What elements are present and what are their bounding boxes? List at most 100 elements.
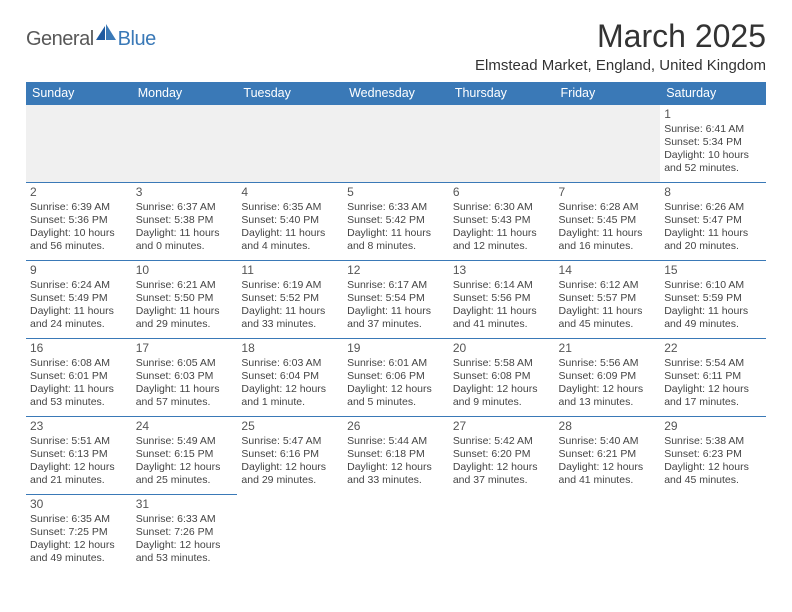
logo-sail-icon xyxy=(96,24,118,47)
sunset-text: Sunset: 5:50 PM xyxy=(136,292,234,305)
day-number: 7 xyxy=(559,185,657,200)
day-cell: 24Sunrise: 5:49 AMSunset: 6:15 PMDayligh… xyxy=(132,417,238,495)
sunset-text: Sunset: 5:36 PM xyxy=(30,214,128,227)
day-number: 24 xyxy=(136,419,234,434)
dayheader-friday: Friday xyxy=(555,82,661,105)
week-row: 2Sunrise: 6:39 AMSunset: 5:36 PMDaylight… xyxy=(26,183,766,261)
daylight-text: Daylight: 10 hours and 52 minutes. xyxy=(664,149,762,175)
daylight-text: Daylight: 11 hours and 24 minutes. xyxy=(30,305,128,331)
day-number: 21 xyxy=(559,341,657,356)
sunset-text: Sunset: 6:18 PM xyxy=(347,448,445,461)
sunrise-text: Sunrise: 5:58 AM xyxy=(453,357,551,370)
title-block: March 2025 Elmstead Market, England, Uni… xyxy=(475,18,766,74)
page-header: General Blue March 2025 Elmstead Market,… xyxy=(26,18,766,74)
daylight-text: Daylight: 12 hours and 33 minutes. xyxy=(347,461,445,487)
sunrise-text: Sunrise: 6:14 AM xyxy=(453,279,551,292)
sunset-text: Sunset: 6:03 PM xyxy=(136,370,234,383)
day-cell: 12Sunrise: 6:17 AMSunset: 5:54 PMDayligh… xyxy=(343,261,449,339)
day-cell: 15Sunrise: 6:10 AMSunset: 5:59 PMDayligh… xyxy=(660,261,766,339)
day-cell: 21Sunrise: 5:56 AMSunset: 6:09 PMDayligh… xyxy=(555,339,661,417)
sunrise-text: Sunrise: 6:17 AM xyxy=(347,279,445,292)
day-number: 3 xyxy=(136,185,234,200)
sunrise-text: Sunrise: 5:47 AM xyxy=(241,435,339,448)
day-cell: 23Sunrise: 5:51 AMSunset: 6:13 PMDayligh… xyxy=(26,417,132,495)
day-number: 2 xyxy=(30,185,128,200)
daylight-text: Daylight: 12 hours and 49 minutes. xyxy=(30,539,128,565)
day-number: 17 xyxy=(136,341,234,356)
day-number: 9 xyxy=(30,263,128,278)
sunrise-text: Sunrise: 6:37 AM xyxy=(136,201,234,214)
day-number: 11 xyxy=(241,263,339,278)
sunset-text: Sunset: 6:09 PM xyxy=(559,370,657,383)
daylight-text: Daylight: 11 hours and 20 minutes. xyxy=(664,227,762,253)
daylight-text: Daylight: 11 hours and 8 minutes. xyxy=(347,227,445,253)
sunrise-text: Sunrise: 5:56 AM xyxy=(559,357,657,370)
sunrise-text: Sunrise: 5:51 AM xyxy=(30,435,128,448)
daylight-text: Daylight: 12 hours and 53 minutes. xyxy=(136,539,234,565)
day-number: 23 xyxy=(30,419,128,434)
week-row: 1Sunrise: 6:41 AMSunset: 5:34 PMDaylight… xyxy=(26,105,766,183)
sunrise-text: Sunrise: 6:28 AM xyxy=(559,201,657,214)
sunrise-text: Sunrise: 5:49 AM xyxy=(136,435,234,448)
day-number: 19 xyxy=(347,341,445,356)
dayheader-monday: Monday xyxy=(132,82,238,105)
daylight-text: Daylight: 11 hours and 0 minutes. xyxy=(136,227,234,253)
sunset-text: Sunset: 5:45 PM xyxy=(559,214,657,227)
sunset-text: Sunset: 6:20 PM xyxy=(453,448,551,461)
day-number: 1 xyxy=(664,107,762,122)
daylight-text: Daylight: 11 hours and 41 minutes. xyxy=(453,305,551,331)
week-row: 23Sunrise: 5:51 AMSunset: 6:13 PMDayligh… xyxy=(26,417,766,495)
week-row: 9Sunrise: 6:24 AMSunset: 5:49 PMDaylight… xyxy=(26,261,766,339)
dayheader-wednesday: Wednesday xyxy=(343,82,449,105)
daylight-text: Daylight: 11 hours and 4 minutes. xyxy=(241,227,339,253)
calendar-body: 1Sunrise: 6:41 AMSunset: 5:34 PMDaylight… xyxy=(26,105,766,573)
day-cell: 20Sunrise: 5:58 AMSunset: 6:08 PMDayligh… xyxy=(449,339,555,417)
day-number: 31 xyxy=(136,497,234,512)
day-cell: 31Sunrise: 6:33 AMSunset: 7:26 PMDayligh… xyxy=(132,495,238,573)
sunset-text: Sunset: 6:23 PM xyxy=(664,448,762,461)
daylight-text: Daylight: 12 hours and 41 minutes. xyxy=(559,461,657,487)
week-row: 16Sunrise: 6:08 AMSunset: 6:01 PMDayligh… xyxy=(26,339,766,417)
day-cell: 13Sunrise: 6:14 AMSunset: 5:56 PMDayligh… xyxy=(449,261,555,339)
daylight-text: Daylight: 12 hours and 37 minutes. xyxy=(453,461,551,487)
sunset-text: Sunset: 6:13 PM xyxy=(30,448,128,461)
daylight-text: Daylight: 11 hours and 29 minutes. xyxy=(136,305,234,331)
sunrise-text: Sunrise: 6:08 AM xyxy=(30,357,128,370)
day-cell xyxy=(237,495,343,573)
sunset-text: Sunset: 5:34 PM xyxy=(664,136,762,149)
sunrise-text: Sunrise: 5:54 AM xyxy=(664,357,762,370)
day-cell xyxy=(555,105,661,183)
day-cell xyxy=(343,495,449,573)
sunset-text: Sunset: 7:26 PM xyxy=(136,526,234,539)
daylight-text: Daylight: 11 hours and 49 minutes. xyxy=(664,305,762,331)
sunset-text: Sunset: 5:47 PM xyxy=(664,214,762,227)
daylight-text: Daylight: 12 hours and 29 minutes. xyxy=(241,461,339,487)
sunset-text: Sunset: 5:38 PM xyxy=(136,214,234,227)
daylight-text: Daylight: 10 hours and 56 minutes. xyxy=(30,227,128,253)
day-cell: 22Sunrise: 5:54 AMSunset: 6:11 PMDayligh… xyxy=(660,339,766,417)
sunrise-text: Sunrise: 6:35 AM xyxy=(241,201,339,214)
month-title: March 2025 xyxy=(475,18,766,55)
dayheader-tuesday: Tuesday xyxy=(237,82,343,105)
day-cell: 6Sunrise: 6:30 AMSunset: 5:43 PMDaylight… xyxy=(449,183,555,261)
day-cell: 16Sunrise: 6:08 AMSunset: 6:01 PMDayligh… xyxy=(26,339,132,417)
day-cell: 30Sunrise: 6:35 AMSunset: 7:25 PMDayligh… xyxy=(26,495,132,573)
day-cell: 2Sunrise: 6:39 AMSunset: 5:36 PMDaylight… xyxy=(26,183,132,261)
day-number: 12 xyxy=(347,263,445,278)
sunset-text: Sunset: 5:56 PM xyxy=(453,292,551,305)
sunrise-text: Sunrise: 6:01 AM xyxy=(347,357,445,370)
day-cell: 10Sunrise: 6:21 AMSunset: 5:50 PMDayligh… xyxy=(132,261,238,339)
day-cell: 11Sunrise: 6:19 AMSunset: 5:52 PMDayligh… xyxy=(237,261,343,339)
logo-text-general: General xyxy=(26,28,94,51)
day-cell: 7Sunrise: 6:28 AMSunset: 5:45 PMDaylight… xyxy=(555,183,661,261)
daylight-text: Daylight: 12 hours and 21 minutes. xyxy=(30,461,128,487)
sunrise-text: Sunrise: 6:30 AM xyxy=(453,201,551,214)
day-cell xyxy=(449,105,555,183)
day-cell: 17Sunrise: 6:05 AMSunset: 6:03 PMDayligh… xyxy=(132,339,238,417)
day-number: 15 xyxy=(664,263,762,278)
day-cell: 5Sunrise: 6:33 AMSunset: 5:42 PMDaylight… xyxy=(343,183,449,261)
day-number: 26 xyxy=(347,419,445,434)
day-cell xyxy=(26,105,132,183)
sunrise-text: Sunrise: 5:44 AM xyxy=(347,435,445,448)
sunset-text: Sunset: 5:49 PM xyxy=(30,292,128,305)
